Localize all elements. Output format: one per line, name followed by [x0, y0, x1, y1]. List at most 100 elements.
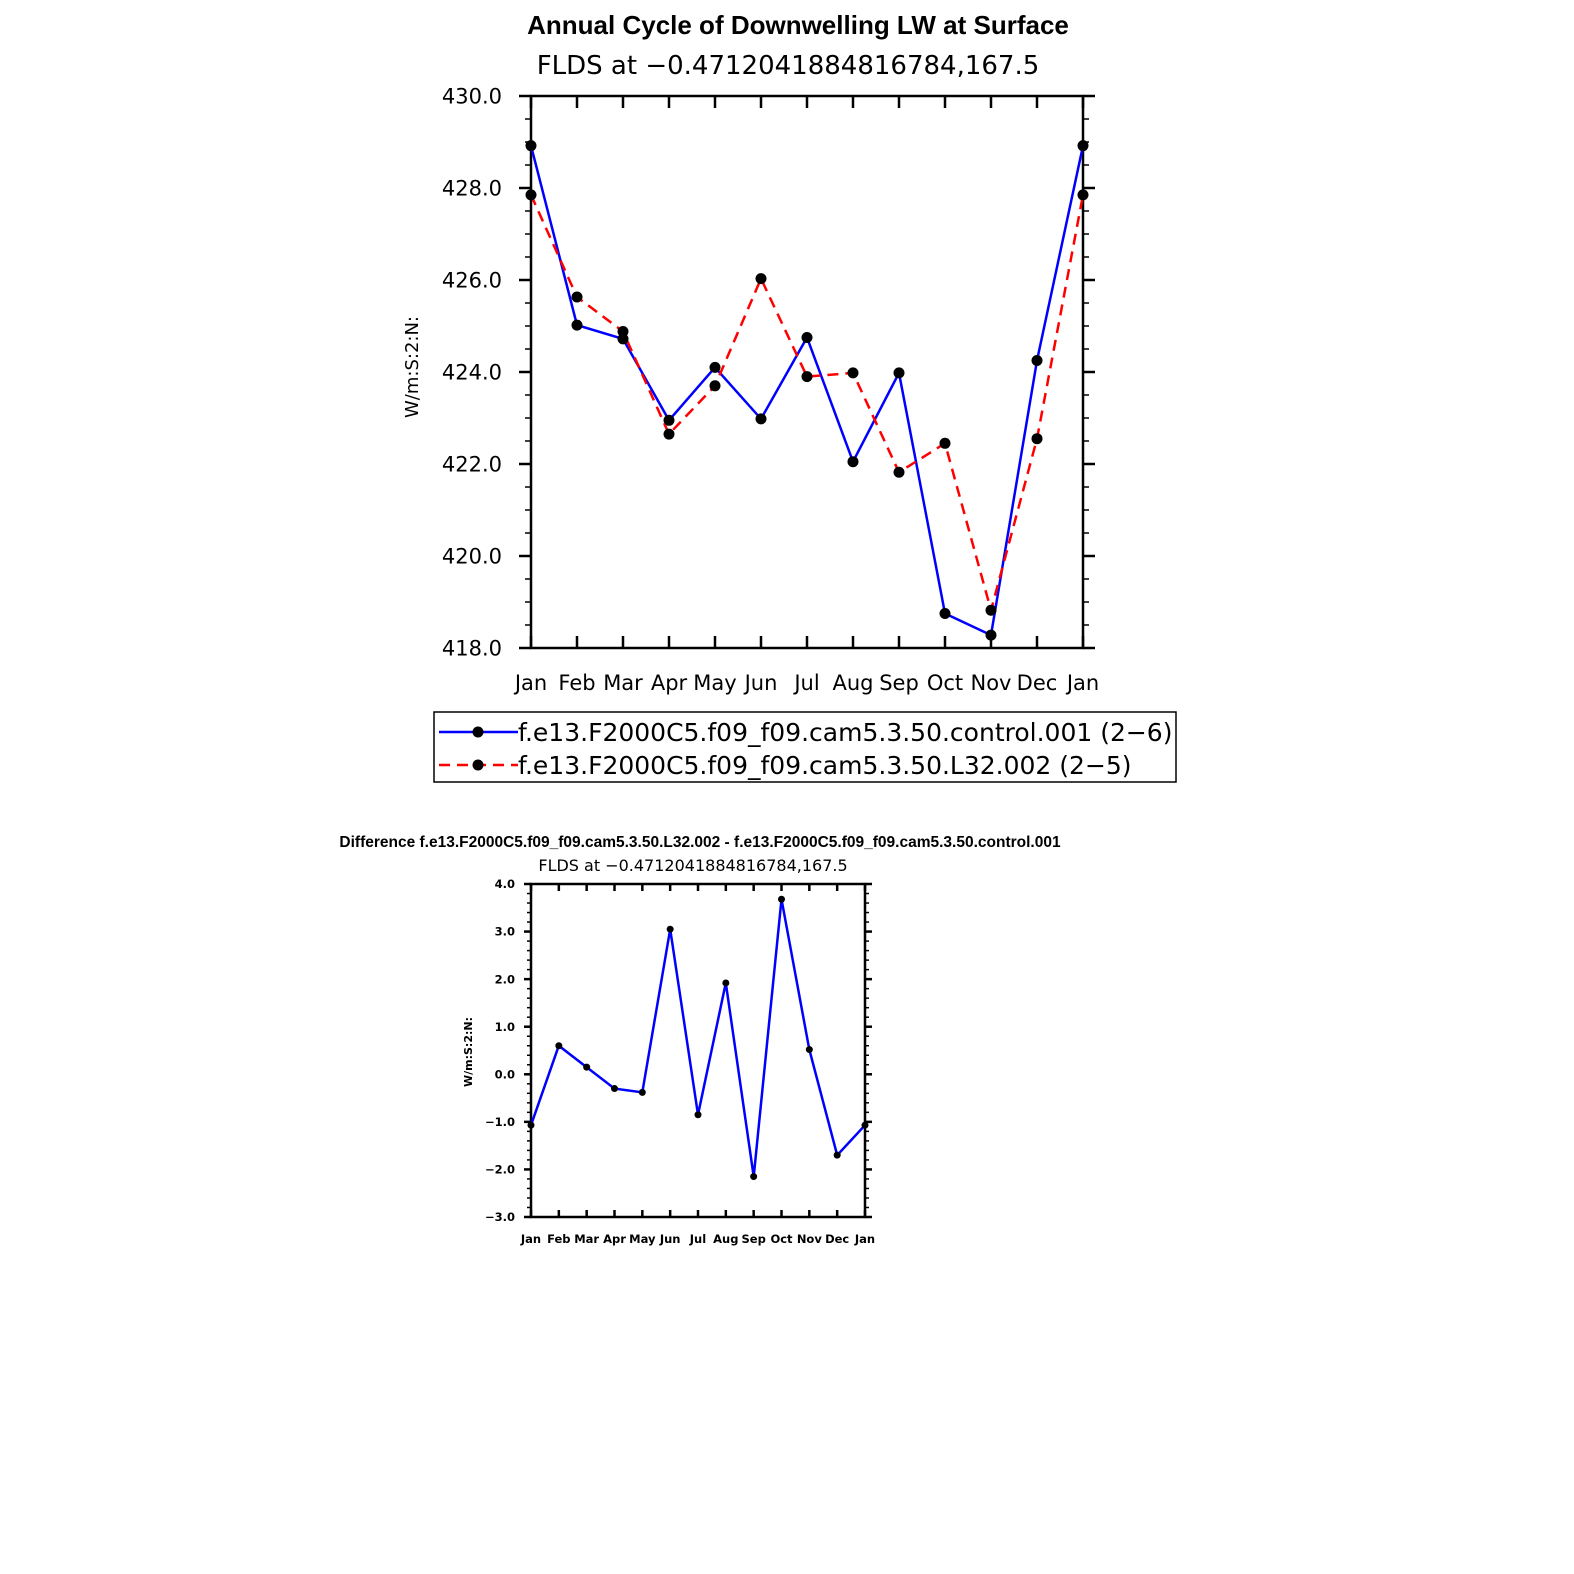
chart-subtitle: FLDS at −0.4712041884816784,167.5 [537, 51, 1040, 81]
x-tick-label: Jan [854, 1232, 875, 1246]
y-tick-label: 3.0 [495, 925, 515, 939]
y-tick-label: 426.0 [442, 269, 502, 293]
x-tick-label: Dec [1017, 671, 1058, 695]
data-point-0 [801, 332, 813, 343]
difference-title: Difference f.e13.F2000C5.f09_f09.cam5.3.… [339, 834, 1061, 851]
data-point-0 [755, 413, 767, 425]
x-tick-label: Apr [603, 1232, 626, 1246]
x-tick-label: Jan [513, 671, 547, 695]
data-point-1 [985, 604, 997, 616]
y-tick-label: 4.0 [495, 877, 515, 891]
data-point-1 [893, 466, 905, 478]
data-point-1 [617, 326, 629, 338]
x-tick-label: Mar [603, 671, 643, 695]
x-tick-label: Feb [558, 671, 595, 695]
data-point-0 [985, 629, 997, 641]
data-point-0 [611, 1085, 618, 1093]
data-point-1 [1077, 189, 1089, 201]
data-point-0 [638, 1088, 646, 1096]
x-tick-label: Jan [520, 1232, 541, 1246]
y-tick-label: −3.0 [485, 1210, 515, 1224]
legend-marker-l32 [472, 759, 484, 771]
data-point-1 [1031, 433, 1043, 445]
data-point-1 [571, 291, 583, 303]
legend: f.e13.F2000C5.f09_f09.cam5.3.50.control.… [433, 711, 1177, 783]
data-point-1 [801, 371, 813, 383]
data-point-0 [805, 1046, 813, 1054]
difference-y-axis-label: W/m:S:2:N: [462, 1017, 475, 1087]
x-tick-label: Jun [743, 671, 778, 695]
data-point-1 [939, 437, 951, 449]
data-point-0 [694, 1111, 702, 1119]
data-point-0 [939, 608, 951, 619]
legend-label-control: f.e13.F2000C5.f09_f09.cam5.3.50.control.… [518, 718, 1172, 747]
x-tick-label: Dec [825, 1232, 849, 1246]
x-tick-label: Nov [797, 1232, 823, 1246]
data-point-1 [755, 273, 767, 285]
x-tick-label: May [629, 1232, 656, 1246]
series-line-1 [529, 194, 1085, 616]
data-point-0 [861, 1121, 869, 1129]
y-tick-label: 422.0 [442, 453, 502, 477]
data-point-0 [722, 979, 730, 987]
difference-subtitle: FLDS at −0.4712041884816784,167.5 [538, 856, 847, 875]
x-tick-label: Oct [770, 1232, 793, 1246]
x-tick-label: Nov [971, 671, 1012, 695]
data-point-0 [666, 925, 674, 933]
data-point-0 [847, 456, 859, 468]
difference-plot-area: Jan Feb Mar Apr May Jun Jul Aug Sep Oct Nov Dec Jan−… [485, 877, 875, 1246]
legend-label-l32: f.e13.F2000C5.f09_f09.cam5.3.50.L32.002 … [518, 751, 1132, 780]
y-tick-label: −2.0 [485, 1163, 515, 1177]
y-tick-label: 428.0 [442, 177, 502, 201]
data-point-0 [833, 1151, 841, 1159]
data-point-0 [1077, 140, 1089, 152]
x-tick-label: Aug [832, 671, 873, 695]
series-line-0 [529, 898, 866, 1177]
y-tick-label: 420.0 [442, 545, 502, 569]
series-line-0 [529, 145, 1085, 637]
data-point-0 [893, 367, 905, 379]
x-tick-label: Jul [792, 671, 819, 695]
data-point-0 [571, 319, 583, 331]
y-tick-label: 2.0 [495, 972, 515, 986]
plot-frame [529, 882, 867, 1219]
data-point-0 [525, 140, 537, 152]
data-point-0 [527, 1121, 535, 1129]
data-point-0 [663, 414, 675, 426]
y-tick-label: 430.0 [442, 85, 502, 109]
x-tick-label: Feb [547, 1232, 570, 1246]
difference-chart: Difference f.e13.F2000C5.f09_f09.cam5.3.… [339, 834, 1061, 1246]
data-point-0 [1031, 355, 1043, 366]
y-tick-label: 424.0 [442, 361, 502, 385]
x-tick-label: Mar [574, 1232, 599, 1246]
annual-cycle-chart: Annual Cycle of Downwelling LW at Surfac… [402, 10, 1177, 783]
x-tick-label: Sep [879, 671, 919, 695]
legend-marker-control [472, 726, 484, 738]
y-axis-label: W/m:S:2:N: [402, 316, 423, 418]
x-tick-label: Jun [659, 1232, 681, 1246]
x-tick-label: Aug [713, 1232, 738, 1246]
plot-area: Jan Feb Mar Apr May Jun Jul Aug Sep Oct Nov Dec Jan 4… [442, 85, 1099, 695]
data-point-1 [847, 367, 859, 379]
x-tick-label: Oct [927, 671, 963, 695]
data-point-0 [555, 1042, 563, 1050]
data-point-0 [583, 1063, 591, 1071]
y-tick-label: −1.0 [485, 1115, 515, 1129]
y-tick-label: 418.0 [442, 637, 502, 661]
x-tick-label: Jul [689, 1232, 706, 1246]
x-tick-label: Jan [1065, 671, 1099, 695]
x-tick-label: May [693, 671, 736, 695]
legend-box [433, 711, 1177, 783]
y-tick-label: 0.0 [495, 1067, 515, 1081]
data-point-1 [709, 380, 721, 392]
x-tick-label: Apr [651, 671, 688, 695]
data-point-0 [750, 1173, 758, 1181]
y-tick-label: 1.0 [495, 1020, 515, 1034]
data-point-0 [709, 361, 721, 373]
chart-title: Annual Cycle of Downwelling LW at Surfac… [527, 10, 1069, 40]
data-point-1 [663, 428, 675, 440]
x-tick-label: Sep [742, 1232, 766, 1246]
data-point-1 [525, 189, 537, 201]
data-point-0 [778, 895, 785, 903]
